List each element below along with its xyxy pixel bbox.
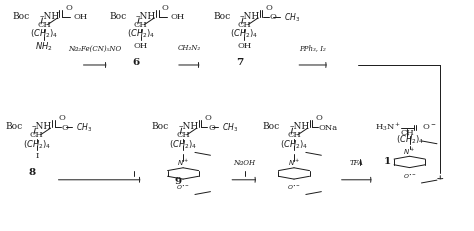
Text: O: O bbox=[162, 4, 169, 12]
Text: –NH: –NH bbox=[240, 12, 260, 21]
Text: $(CH_2)_4$: $(CH_2)_4$ bbox=[169, 138, 197, 151]
Text: 7: 7 bbox=[236, 58, 243, 67]
Text: O: O bbox=[62, 124, 69, 132]
Text: O: O bbox=[315, 114, 322, 122]
Text: Boc: Boc bbox=[5, 122, 23, 131]
Text: $(CH_2)_4$: $(CH_2)_4$ bbox=[230, 28, 258, 40]
Text: $(CH_2)_4$: $(CH_2)_4$ bbox=[280, 138, 308, 151]
Text: $(CH_2)_4$: $(CH_2)_4$ bbox=[30, 28, 58, 40]
Text: Boc: Boc bbox=[12, 12, 30, 21]
Text: $(CH_2)_4$: $(CH_2)_4$ bbox=[23, 138, 51, 151]
Text: $CH_3$: $CH_3$ bbox=[283, 11, 300, 24]
Text: CH: CH bbox=[401, 129, 414, 137]
Text: O: O bbox=[58, 114, 65, 122]
Text: $(CH_2)_4$: $(CH_2)_4$ bbox=[395, 134, 424, 146]
Text: OH: OH bbox=[134, 42, 148, 50]
Text: O: O bbox=[265, 4, 273, 12]
Text: $O^{\bullet-}$: $O^{\bullet-}$ bbox=[402, 173, 417, 181]
Text: 8: 8 bbox=[28, 168, 36, 177]
Text: $(CH_2)_4$: $(CH_2)_4$ bbox=[127, 28, 155, 40]
Text: OH: OH bbox=[237, 42, 252, 50]
Text: Na₂Fe(CN)₅NO: Na₂Fe(CN)₅NO bbox=[68, 44, 121, 52]
Text: CH: CH bbox=[37, 21, 51, 29]
Text: OH: OH bbox=[73, 13, 88, 21]
Text: CH: CH bbox=[287, 131, 301, 139]
Text: ONa: ONa bbox=[319, 124, 338, 132]
Text: CH: CH bbox=[176, 131, 190, 139]
Text: TFA: TFA bbox=[349, 159, 364, 167]
Text: Boc: Boc bbox=[152, 122, 169, 131]
Text: CH: CH bbox=[134, 21, 147, 29]
Text: Boc: Boc bbox=[263, 122, 280, 131]
Text: $N^+$: $N^+$ bbox=[177, 158, 189, 168]
Text: O: O bbox=[204, 114, 211, 122]
Text: –NH: –NH bbox=[39, 12, 59, 21]
Text: PPh₃, I₂: PPh₃, I₂ bbox=[300, 44, 326, 52]
Text: –NH: –NH bbox=[289, 122, 310, 131]
Text: O: O bbox=[65, 4, 72, 12]
Text: 9: 9 bbox=[175, 177, 182, 186]
Text: –NH: –NH bbox=[136, 12, 156, 21]
Text: –NH: –NH bbox=[178, 122, 199, 131]
Text: I: I bbox=[35, 152, 38, 160]
Text: 6: 6 bbox=[132, 58, 139, 67]
Text: NaOH: NaOH bbox=[233, 159, 255, 167]
Text: O: O bbox=[269, 13, 276, 21]
Text: –NH: –NH bbox=[32, 122, 52, 131]
Text: $N^+$: $N^+$ bbox=[288, 158, 300, 168]
Text: $\mathregular{H_3N^+}$: $\mathregular{H_3N^+}$ bbox=[375, 121, 401, 133]
Text: $CH_3$: $CH_3$ bbox=[222, 122, 238, 134]
Text: $N^+$: $N^+$ bbox=[403, 146, 416, 157]
Text: CH₂N₂: CH₂N₂ bbox=[177, 44, 201, 52]
Text: $O^{\bullet-}$: $O^{\bullet-}$ bbox=[287, 184, 301, 192]
Text: $O^{\bullet-}$: $O^{\bullet-}$ bbox=[176, 184, 190, 192]
Text: Boc: Boc bbox=[109, 12, 127, 21]
Text: $NH_2$: $NH_2$ bbox=[35, 40, 53, 53]
Text: CH: CH bbox=[237, 21, 251, 29]
Text: $\mathregular{\ \ \ \ O^-}$: $\mathregular{\ \ \ \ O^-}$ bbox=[412, 122, 437, 131]
Text: 1: 1 bbox=[383, 157, 391, 166]
Text: Boc: Boc bbox=[213, 12, 230, 21]
Text: CH: CH bbox=[30, 131, 44, 139]
Text: OH: OH bbox=[170, 13, 184, 21]
Text: $CH_3$: $CH_3$ bbox=[76, 122, 92, 134]
Text: O: O bbox=[208, 124, 215, 132]
